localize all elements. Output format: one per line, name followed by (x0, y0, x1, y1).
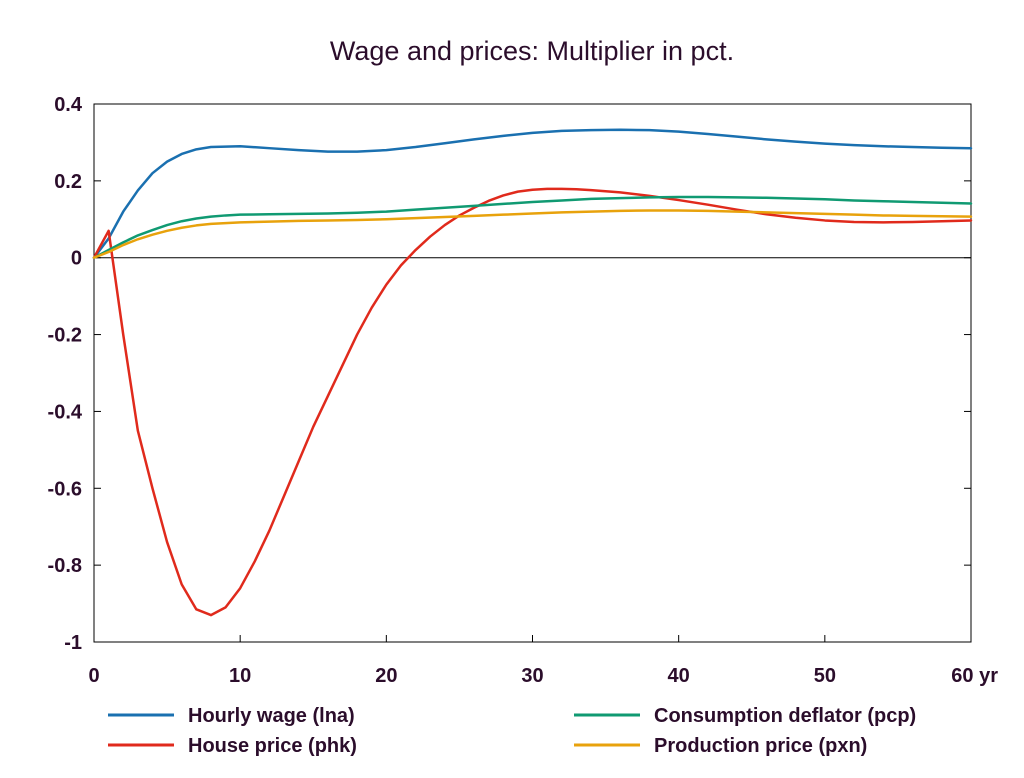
x-tick-label: 10 (229, 665, 251, 687)
y-tick-label: -0.2 (48, 325, 82, 347)
y-tick-label: 0 (71, 248, 82, 270)
series-line (92, 209, 973, 259)
x-tick-label: 0 (88, 665, 99, 687)
legend-label: House price (phk) (188, 735, 357, 757)
series-line (92, 195, 973, 259)
chart-title: Wage and prices: Multiplier in pct. (330, 36, 734, 66)
series-line (92, 187, 973, 617)
legend-label: Consumption deflator (pcp) (654, 705, 916, 727)
y-tick-label: 0.2 (54, 171, 82, 193)
x-tick-label: 30 (521, 665, 543, 687)
legend-label: Hourly wage (lna) (188, 705, 355, 727)
x-tick-label: 40 (668, 665, 690, 687)
tick-labels: -1 -0.8 -0.6 -0.4 -0.2 0 0.2 0.4 0 10 20 30 40 50 60 y… (48, 94, 999, 687)
y-tick-label: -0.8 (48, 555, 82, 577)
series-line (92, 128, 973, 259)
y-tick-label: -0.4 (48, 401, 83, 423)
plot-frame (93, 103, 972, 643)
x-tick-label: 60 yr (951, 665, 998, 687)
y-tick-label: -1 (64, 632, 82, 654)
x-tick-label: 20 (375, 665, 397, 687)
axis-ticks (93, 103, 972, 643)
legend-label: Production price (pxn) (654, 735, 867, 757)
x-tick-label: 50 (814, 665, 836, 687)
series-lines (92, 128, 973, 617)
y-tick-label: 0.4 (54, 94, 83, 116)
legend: Hourly wage (lna) House price (phk) Consum… (108, 705, 916, 757)
y-tick-label: -0.6 (48, 478, 82, 500)
